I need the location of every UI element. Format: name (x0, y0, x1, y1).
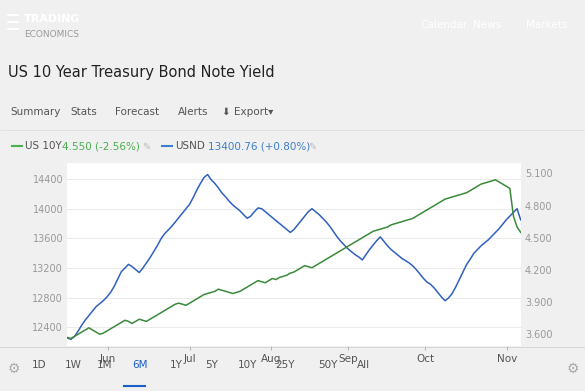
Text: 1D: 1D (32, 360, 47, 370)
Text: Forecast: Forecast (115, 107, 159, 117)
Text: 1W: 1W (65, 360, 82, 370)
Text: ECONOMICS: ECONOMICS (24, 30, 79, 39)
Text: 10Y: 10Y (238, 360, 257, 370)
Text: ⬇ Export▾: ⬇ Export▾ (222, 107, 273, 117)
Text: US 10Y: US 10Y (25, 142, 62, 151)
Text: US 10 Year Treasury Bond Note Yield: US 10 Year Treasury Bond Note Yield (8, 65, 274, 80)
Text: Markets: Markets (526, 20, 567, 30)
Text: 13400.76 (+0.80%): 13400.76 (+0.80%) (208, 142, 310, 151)
Text: 1Y: 1Y (170, 360, 183, 370)
Text: ⚙: ⚙ (8, 362, 20, 376)
Text: Stats: Stats (70, 107, 97, 117)
Text: 50Y: 50Y (318, 360, 338, 370)
Text: ✎: ✎ (142, 142, 150, 151)
Text: 6M: 6M (132, 360, 147, 370)
Text: TRADING: TRADING (24, 14, 81, 24)
Text: 5Y: 5Y (205, 360, 218, 370)
Text: USND: USND (175, 142, 205, 151)
Text: 25Y: 25Y (275, 360, 294, 370)
Text: ⚙: ⚙ (567, 362, 580, 376)
Text: Calendar: Calendar (420, 20, 467, 30)
Text: 1M: 1M (97, 360, 112, 370)
Text: Summary: Summary (10, 107, 60, 117)
Text: All: All (357, 360, 370, 370)
Text: ✎: ✎ (308, 142, 316, 151)
Text: 4.550 (-2.56%): 4.550 (-2.56%) (62, 142, 140, 151)
Text: Alerts: Alerts (178, 107, 208, 117)
Text: News: News (473, 20, 501, 30)
